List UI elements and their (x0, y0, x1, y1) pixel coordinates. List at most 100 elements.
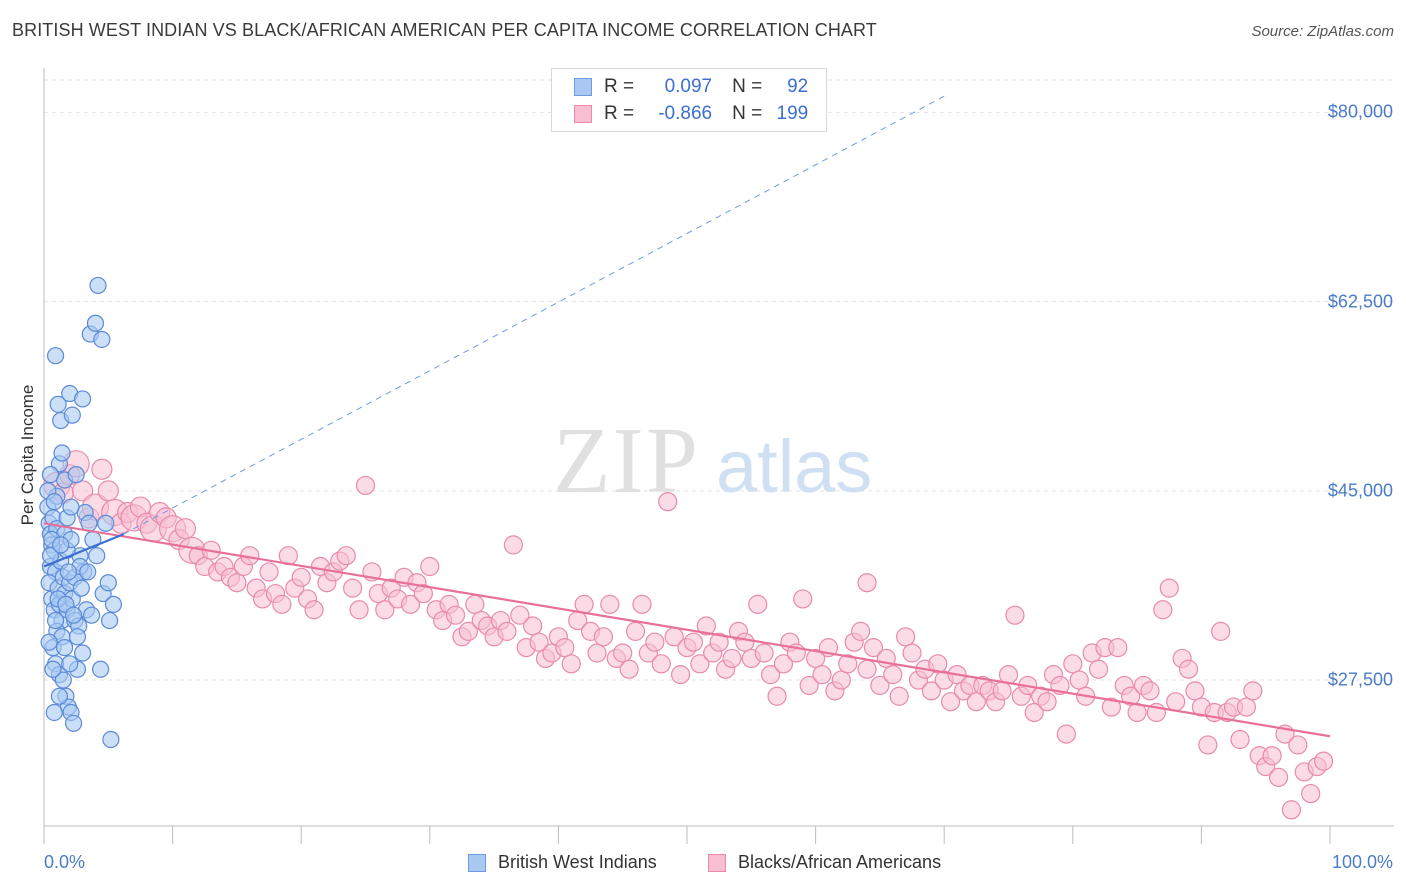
gridlines (44, 79, 1394, 681)
blue-point (82, 606, 101, 624)
pink-point (1243, 681, 1263, 701)
pink-point (1121, 686, 1141, 706)
legend-box: R = 0.097 N = 92 R = -0.866 N = 199 (551, 68, 827, 132)
pink-point (754, 643, 774, 663)
pink-point (497, 621, 517, 641)
pink-point (174, 518, 197, 540)
y-tick-label: $45,000 (1327, 480, 1393, 501)
blue-point (55, 639, 74, 657)
x-tick-max: 100.0% (1331, 852, 1393, 872)
pink-point (1088, 659, 1109, 679)
pink-point (1037, 692, 1057, 712)
pink-point (625, 621, 646, 641)
blue-point (46, 611, 65, 630)
pink-point (355, 475, 376, 496)
pink-point (632, 594, 652, 614)
blue-point (79, 563, 97, 581)
blue-point (45, 703, 63, 722)
blue-point (104, 595, 123, 613)
pink-point (613, 643, 633, 663)
bottom-legend-blue: British West Indians (468, 852, 657, 873)
pink-point (1166, 692, 1186, 712)
pink-point (465, 594, 485, 614)
pink-point (1159, 578, 1179, 598)
pink-point (1236, 697, 1257, 717)
pink-point (555, 638, 575, 658)
blue-point (73, 390, 92, 408)
blue-point (63, 406, 81, 424)
pink-point (992, 681, 1012, 701)
pink-point (748, 594, 768, 614)
pink-point (966, 692, 986, 712)
pink-point (291, 567, 311, 587)
blue-point (52, 536, 70, 554)
pink-point (799, 675, 819, 696)
pink-point (921, 681, 941, 701)
pink-point (831, 670, 851, 690)
pink-point (658, 492, 678, 512)
blue-point (86, 314, 105, 332)
legend-r-value-pink: -0.866 (658, 103, 713, 124)
pink-point (645, 632, 665, 652)
pink-point (651, 654, 671, 674)
pink-point (1153, 600, 1173, 620)
blue-trend-extension (123, 95, 945, 535)
blue-point (46, 347, 65, 365)
pink-point (735, 632, 755, 652)
pink-point (304, 600, 324, 620)
legend-r-value-blue: 0.097 (664, 76, 713, 97)
pink-point (941, 692, 961, 712)
blue-point (89, 276, 107, 295)
pink-point (889, 686, 909, 706)
pink-point (812, 665, 832, 685)
blue-point (67, 466, 85, 484)
pink-point (805, 648, 826, 669)
bottom-legend-pink: Blacks/African Americans (708, 852, 941, 873)
legend-swatch-blue (574, 78, 592, 96)
pink-point (1313, 751, 1334, 771)
pink-point (902, 643, 922, 663)
legend-n-value-pink: 199 (776, 103, 809, 124)
pink-point (928, 654, 948, 674)
blue-point (62, 498, 80, 516)
blue-point (97, 514, 115, 532)
pink-point (259, 562, 279, 582)
pink-point (272, 594, 292, 614)
blue-point (40, 633, 58, 651)
pink-point (696, 616, 716, 636)
pink-point (619, 659, 639, 679)
pink-point (793, 589, 813, 609)
pink-point (1268, 767, 1289, 787)
pink-point (1063, 654, 1083, 674)
pink-point (458, 621, 478, 641)
axes (43, 68, 1394, 844)
legend-n-label: N = (732, 76, 763, 97)
pink-point (523, 616, 543, 636)
blue-point (44, 660, 62, 678)
pink-point (1108, 638, 1128, 658)
pink-point (375, 600, 395, 620)
pink-point (767, 686, 787, 706)
pink-point (1281, 800, 1302, 820)
pink-point (227, 573, 247, 593)
blue-point (61, 655, 79, 673)
pink-point (1024, 702, 1044, 723)
y-tick-label: $80,000 (1327, 101, 1393, 122)
trend-lines (43, 95, 1331, 738)
pink-point (600, 594, 620, 614)
blue-point (59, 563, 78, 581)
pink-point (722, 648, 742, 669)
legend-n-value-blue: 92 (787, 76, 809, 97)
bottom-legend-label-blue: British West Indians (498, 852, 657, 872)
blue-point (54, 671, 72, 689)
legend-row-blue: R = 0.097 N = 92 (574, 74, 808, 100)
pink-point (343, 578, 363, 598)
source-label: Source: ZipAtlas.com (1251, 23, 1394, 40)
blue-points (39, 276, 123, 749)
pink-point (1230, 729, 1250, 750)
blue-point (64, 606, 83, 624)
pink-point (773, 654, 794, 674)
blue-point (53, 444, 71, 462)
blue-trend-line (43, 533, 125, 568)
pink-point (593, 627, 614, 647)
